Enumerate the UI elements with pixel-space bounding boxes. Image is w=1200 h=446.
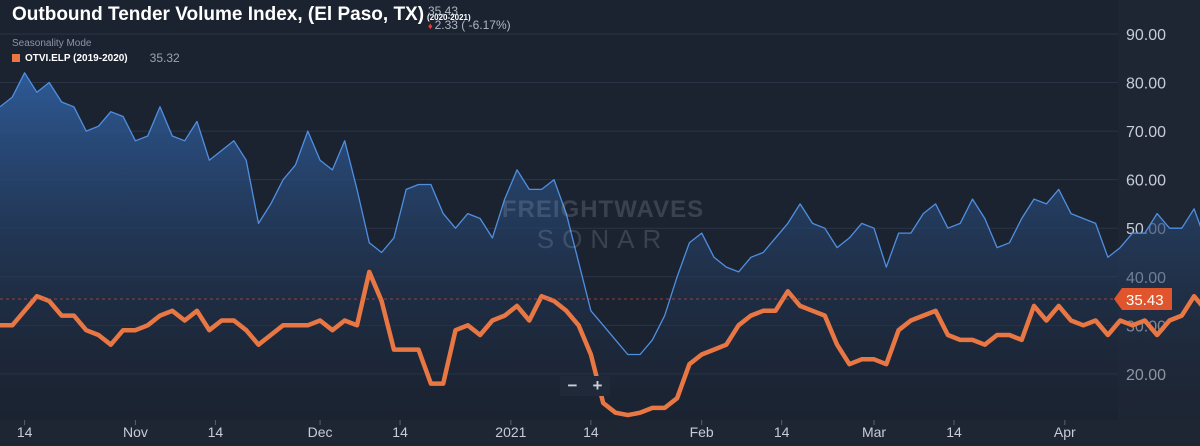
legend-series-value: 35.32 — [149, 51, 180, 65]
x-tick-label: Nov — [123, 424, 148, 440]
x-tick-label: Feb — [690, 424, 714, 440]
price-readout: 35.43 ♦ 2.33 ( -6.17%) — [428, 4, 511, 33]
zoom-in-button[interactable]: + — [592, 376, 603, 395]
y-tick-label: 60.00 — [1126, 173, 1166, 190]
x-tick-label: 14 — [392, 424, 408, 440]
price-tag — [1114, 287, 1172, 310]
legend-swatch-icon — [12, 54, 20, 62]
x-tick-label: 14 — [583, 424, 599, 440]
series-line-current — [0, 72, 1200, 356]
down-arrow-icon: ♦ — [428, 21, 433, 31]
legend-item[interactable]: OTVI.ELP (2019-2020) 35.32 — [12, 51, 180, 65]
x-tick-label: Apr — [1054, 424, 1076, 440]
chart-title-range: (2020-2021) — [427, 13, 471, 22]
last-value: 35.43 — [428, 4, 459, 18]
series-line-prior — [0, 269, 1200, 418]
y-tick-label: 80.00 — [1126, 76, 1166, 93]
x-tick-label: Mar — [862, 424, 886, 440]
chart-title-row: Outbound Tender Volume Index, (El Paso, … — [12, 4, 471, 26]
x-axis-panel — [0, 420, 1200, 446]
x-tick-label: 2021 — [495, 424, 526, 440]
chart-title: Outbound Tender Volume Index, (El Paso, … — [12, 4, 425, 25]
change-readout: ♦ 2.33 ( -6.17%) — [428, 18, 511, 33]
change-value: 2.33 ( -6.17%) — [434, 18, 511, 32]
series-area-fill — [0, 72, 1200, 420]
x-tick-label: 14 — [208, 424, 224, 440]
y-tick-label: 90.00 — [1126, 27, 1166, 44]
legend-series-name: OTVI.ELP (2019-2020) — [25, 52, 128, 64]
x-tick-label: Dec — [308, 424, 333, 440]
zoom-out-button[interactable]: − — [567, 376, 578, 395]
zoom-controls: − + — [560, 376, 610, 396]
x-tick-label: 14 — [946, 424, 962, 440]
x-tick-label: 14 — [17, 424, 33, 440]
price-tag-label: 35.43 — [1126, 292, 1164, 309]
y-tick-label: 70.00 — [1126, 124, 1166, 141]
seasonality-mode-label: Seasonality Mode — [12, 38, 92, 49]
x-tick-label: 14 — [774, 424, 790, 440]
